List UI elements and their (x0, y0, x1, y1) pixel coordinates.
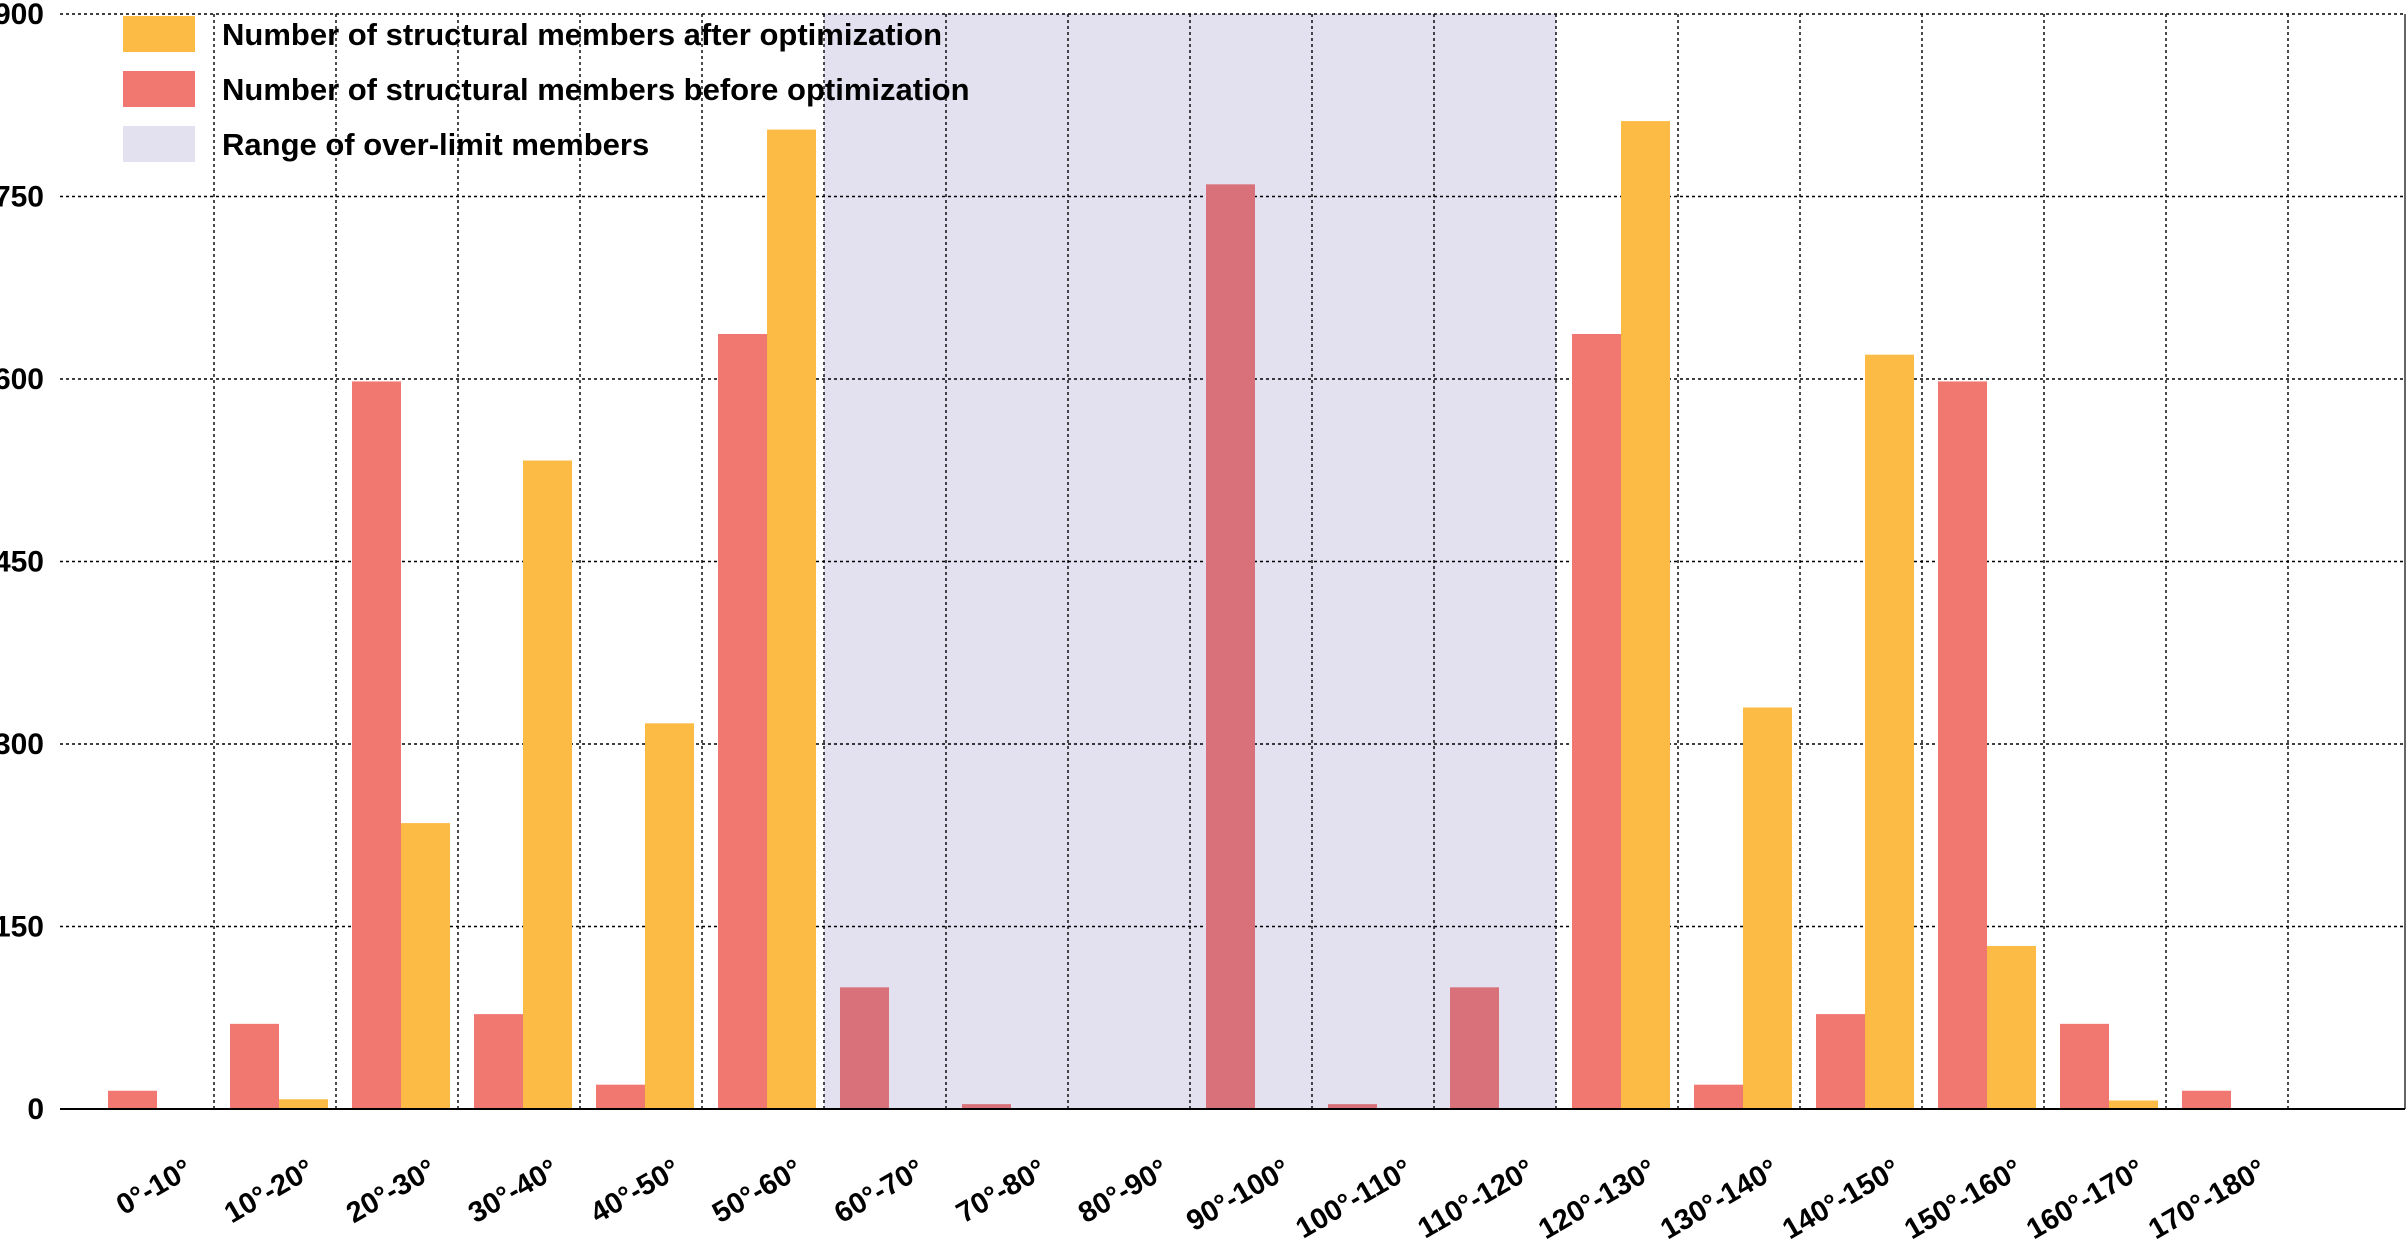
bar-before-optimization (1938, 381, 1987, 1109)
axes-layer (60, 14, 2406, 1110)
x-tick-label: 100°-110° (1291, 1153, 1418, 1244)
y-tick-label: 150 (0, 911, 44, 944)
legend-label: Range of over-limit members (222, 127, 649, 162)
bar-after-optimization (523, 460, 572, 1109)
x-tick-label: 50°-60° (707, 1153, 807, 1229)
x-tick-label: 110°-120° (1413, 1153, 1540, 1244)
bar-after-optimization (1987, 945, 2036, 1109)
bar-before-optimization (1694, 1084, 1743, 1109)
x-tick-label: 140°-150° (1777, 1153, 1905, 1244)
bar-after-optimization (767, 129, 816, 1110)
legend: Number of structural members after optim… (123, 16, 970, 162)
y-tick-label: 300 (0, 728, 44, 761)
bar-before-optimization (1450, 987, 1499, 1109)
x-tick-label: 60°-70° (829, 1153, 929, 1229)
x-tick-label: 20°-30° (341, 1153, 441, 1229)
bar-before-optimization (718, 333, 767, 1109)
bar-after-optimization (1743, 707, 1792, 1109)
bar-after-optimization (279, 1099, 328, 1109)
legend-swatch (123, 126, 195, 162)
y-tick-label: 900 (0, 0, 44, 31)
bar-before-optimization (2060, 1023, 2109, 1109)
bar-before-optimization (596, 1084, 645, 1109)
legend-swatch (123, 16, 195, 52)
bars-layer (108, 121, 2231, 1110)
x-tick-label: 10°-20° (219, 1153, 319, 1229)
y-tick-label: 450 (0, 546, 44, 579)
bar-before-optimization (840, 987, 889, 1109)
bar-before-optimization (352, 381, 401, 1109)
x-tick-label: 170°-180° (2143, 1153, 2271, 1244)
x-tick-label: 80°-90° (1073, 1153, 1173, 1229)
bar-after-optimization (2109, 1100, 2158, 1109)
x-tick-label: 70°-80° (951, 1153, 1051, 1229)
bar-before-optimization (230, 1023, 279, 1109)
x-tick-label: 150°-160° (1899, 1153, 2027, 1244)
bar-before-optimization (1816, 1014, 1865, 1109)
x-tick-label: 90°-100° (1181, 1153, 1295, 1237)
x-tick-label: 40°-50° (585, 1153, 685, 1229)
y-tick-label: 750 (0, 181, 44, 214)
x-tick-labels: 0°-10° 10°-20° 20°-30° 30°-40° 40°-50° 50°-60… (111, 1153, 2271, 1244)
bar-before-optimization (108, 1090, 157, 1109)
bar-after-optimization (645, 723, 694, 1109)
bar-before-optimization (1572, 333, 1621, 1109)
legend-label: Number of structural members before opti… (222, 72, 970, 107)
y-tick-label: 0 (27, 1093, 44, 1126)
bar-before-optimization (2182, 1090, 2231, 1109)
bar-before-optimization (474, 1014, 523, 1109)
y-tick-labels: 0 150 300 450 600 750 900 (0, 0, 44, 1126)
x-tick-label: 0°-10° (111, 1153, 197, 1221)
bar-after-optimization (1865, 354, 1914, 1110)
bar-before-optimization (1206, 184, 1255, 1110)
x-tick-label: 160°-170° (2021, 1153, 2149, 1244)
bar-after-optimization (401, 823, 450, 1109)
bar-after-optimization (1621, 121, 1670, 1110)
bar-before-optimization (1328, 1104, 1377, 1109)
legend-swatch (123, 71, 195, 107)
bar-before-optimization (962, 1104, 1011, 1109)
x-tick-label: 130°-140° (1655, 1153, 1783, 1244)
x-tick-label: 120°-130° (1533, 1153, 1661, 1244)
legend-label: Number of structural members after optim… (222, 17, 942, 52)
y-tick-label: 600 (0, 363, 44, 396)
x-tick-label: 30°-40° (463, 1153, 563, 1229)
